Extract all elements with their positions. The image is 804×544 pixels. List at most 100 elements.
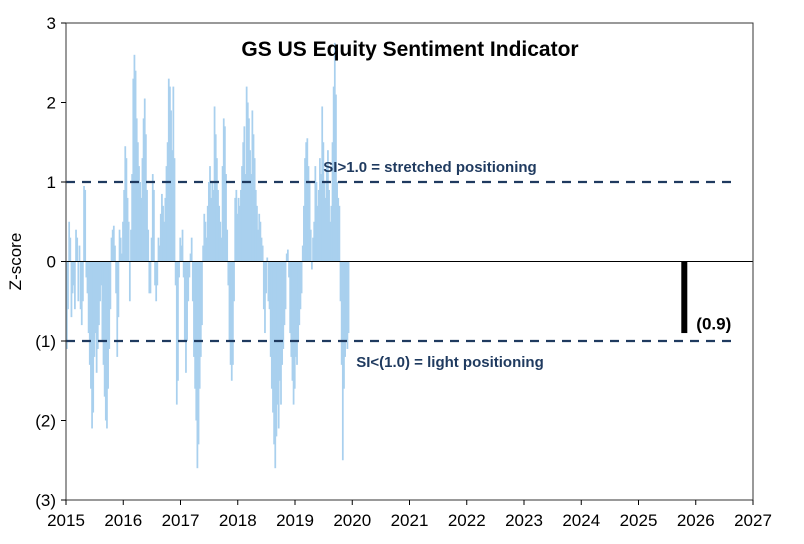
bar: [297, 261, 300, 341]
bar: [93, 261, 96, 357]
bar: [66, 261, 68, 349]
bar: [234, 197, 237, 262]
bar: [139, 182, 142, 262]
bar: [88, 261, 91, 365]
bar: [331, 142, 334, 262]
bar: [320, 174, 322, 262]
y-tick-label: (3): [35, 491, 56, 510]
bar: [109, 261, 112, 310]
bar: [254, 189, 257, 262]
x-tick-label: 2016: [104, 511, 142, 530]
bar: [296, 261, 298, 365]
bar: [289, 261, 292, 334]
bar: [127, 221, 130, 262]
bar: [275, 261, 278, 437]
bar: [165, 166, 168, 262]
bar: [347, 261, 350, 334]
bar: [116, 261, 119, 357]
x-tick-label: 2022: [448, 511, 486, 530]
bar: [85, 261, 88, 278]
bar: [76, 237, 79, 262]
bar: [278, 261, 281, 381]
bar: [238, 205, 241, 262]
bar: [115, 261, 117, 294]
bar: [202, 245, 205, 262]
bar: [346, 261, 349, 349]
bar: [317, 189, 320, 262]
bar: [186, 261, 188, 341]
bar: [72, 261, 75, 286]
x-tick-label: 2027: [734, 511, 772, 530]
bar: [74, 261, 76, 310]
bar: [232, 261, 234, 365]
bar: [170, 110, 172, 262]
bar: [199, 261, 202, 357]
bar: [250, 174, 253, 262]
bar: [118, 229, 121, 262]
bar: [220, 237, 223, 262]
bar: [187, 261, 190, 302]
bar: [261, 245, 264, 262]
y-axis-label: Z-score: [6, 233, 25, 291]
bar: [249, 150, 251, 262]
bar: [267, 261, 270, 302]
bar: [265, 261, 267, 294]
bar: [106, 261, 108, 429]
bar: [281, 261, 284, 365]
bar: [292, 261, 295, 405]
bar: [180, 245, 183, 262]
bar: [193, 261, 195, 357]
bar: [183, 261, 186, 341]
bar: [136, 142, 139, 262]
bar: [282, 261, 285, 349]
bar: [100, 261, 103, 286]
bar: [151, 174, 154, 262]
bar: [111, 229, 114, 262]
bar: [154, 261, 156, 286]
bar: [204, 221, 207, 262]
bar: [161, 193, 163, 262]
bar: [262, 261, 265, 310]
bar: [291, 261, 294, 381]
bar: [215, 158, 218, 262]
bar: [257, 229, 259, 262]
bar: [243, 126, 246, 262]
bar: [150, 237, 153, 262]
bar: [327, 150, 329, 262]
bar: [182, 261, 185, 278]
bar: [172, 86, 175, 262]
bar: [146, 189, 148, 262]
x-tick-label: 2024: [562, 511, 600, 530]
bar: [140, 197, 143, 262]
bar: [138, 166, 140, 262]
bar: [325, 166, 328, 262]
bar: [258, 213, 261, 262]
bar: [99, 261, 101, 302]
bar: [201, 261, 203, 326]
bar: [145, 134, 147, 262]
bar: [120, 253, 123, 262]
bar: [153, 189, 155, 262]
bar: [233, 261, 235, 302]
bar: [103, 261, 106, 397]
bar: [134, 70, 137, 262]
bar: [212, 189, 215, 262]
bar: [158, 245, 161, 262]
bar: [313, 221, 316, 262]
bar: [336, 182, 338, 262]
bar: [338, 205, 341, 262]
bar: [197, 261, 200, 445]
bar: [75, 229, 77, 262]
bar: [237, 197, 240, 262]
bar: [343, 261, 345, 389]
bar: [274, 261, 277, 469]
bar: [270, 261, 273, 389]
bar: [190, 237, 193, 262]
x-tick-label: 2021: [391, 511, 429, 530]
y-tick-label: 3: [47, 14, 56, 33]
bar: [260, 237, 263, 262]
bar: [122, 221, 124, 262]
bar: [251, 110, 254, 262]
bar: [224, 126, 226, 262]
